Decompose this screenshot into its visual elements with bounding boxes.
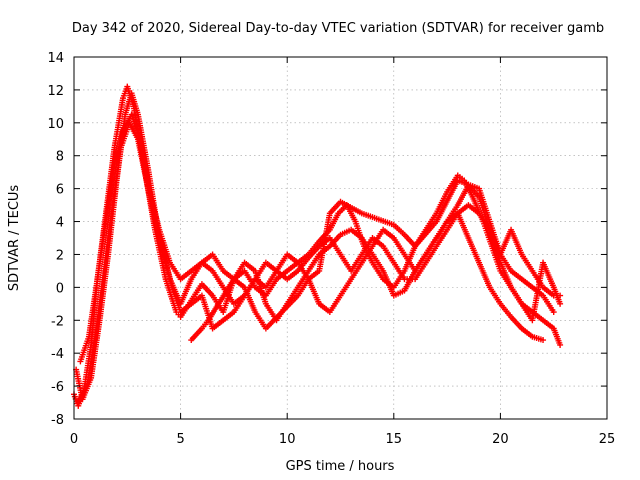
axis-ticks <box>73 56 608 420</box>
y-tick-label: 0 <box>56 281 64 296</box>
y-tick-labels: -8 -6 -4 -2 0 2 4 6 8 10 12 14 <box>47 51 64 428</box>
grid <box>74 57 607 419</box>
y-tick-label: -8 <box>51 413 64 428</box>
data-points <box>71 83 564 409</box>
y-tick-label: 6 <box>56 183 64 198</box>
data-point <box>540 337 547 344</box>
data-point <box>550 309 557 316</box>
y-tick-label: 14 <box>47 51 64 66</box>
x-tick-labels: 0 5 10 15 20 25 <box>70 432 615 447</box>
chart-title: Day 342 of 2020, Sidereal Day-to-day VTE… <box>72 21 604 36</box>
data-point <box>557 341 564 348</box>
x-tick-label: 15 <box>386 432 403 447</box>
y-tick-label: 4 <box>56 216 64 231</box>
x-tick-label: 25 <box>599 432 616 447</box>
y-tick-label: 10 <box>47 117 64 132</box>
x-tick-label: 10 <box>279 432 296 447</box>
y-tick-label: 12 <box>47 84 64 99</box>
y-tick-label: 8 <box>56 150 64 165</box>
data-point <box>557 300 564 307</box>
y-tick-label: -2 <box>51 314 64 329</box>
y-tick-label: -4 <box>51 347 64 362</box>
y-tick-label: -6 <box>51 380 64 395</box>
x-tick-label: 5 <box>176 432 184 447</box>
plot-frame <box>73 56 608 420</box>
y-axis-label: SDTVAR / TECUs <box>7 185 22 292</box>
y-tick-label: 2 <box>56 248 64 263</box>
x-tick-label: 20 <box>492 432 509 447</box>
data-point <box>557 292 564 299</box>
x-tick-label: 0 <box>70 432 78 447</box>
x-axis-label: GPS time / hours <box>286 459 395 474</box>
